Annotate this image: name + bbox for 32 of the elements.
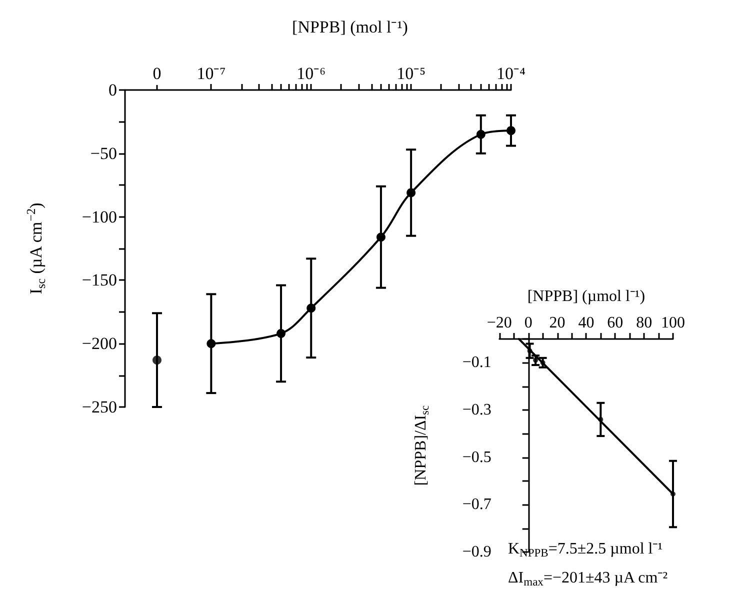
x-tick-label: 10⁻⁴ [496, 64, 526, 83]
x-tick-label: 0 [152, 64, 162, 83]
y-axis-title: [NPPB]/ΔIsc [412, 405, 432, 486]
y-tick-label: −0.5 [462, 448, 492, 466]
x-tick-label: 10⁻⁶ [296, 64, 326, 83]
x-tick-label: 20 [549, 314, 566, 332]
y-tick-label: −0.1 [462, 354, 492, 372]
x-tick-label: 0 [524, 314, 532, 332]
x-tick-label: −20 [486, 314, 512, 332]
point [598, 416, 604, 422]
x-tick-label: 100 [661, 314, 685, 332]
y-axis-title: Isc (µA cm−2) [24, 202, 48, 294]
y-tick-label: −100 [82, 207, 117, 226]
y-tick-label: −0.3 [462, 402, 492, 418]
x-tick-label: 10⁻⁵ [396, 64, 426, 83]
point [533, 358, 538, 363]
x-tick-label: 80 [636, 314, 652, 332]
point [670, 492, 676, 497]
y-tick-label: −250 [82, 398, 117, 416]
x-axis-title: [NPPB] (mol l⁻¹) [292, 17, 408, 36]
point [540, 360, 546, 366]
y-tick-label: −0.9 [462, 544, 492, 560]
x-tick-label: 60 [607, 314, 624, 332]
x-tick-label: 10⁻⁷ [196, 64, 226, 83]
y-tick-label: −200 [82, 334, 117, 354]
x-axis-title: [NPPB] (µmol l⁻¹) [527, 288, 646, 306]
y-tick-label: −0.7 [462, 496, 492, 514]
y-tick-label: −50 [90, 144, 117, 163]
y-tick-label: 0 [108, 80, 117, 100]
y-tick-label: −150 [82, 270, 117, 290]
point [527, 348, 532, 354]
x-tick-label: 40 [578, 314, 594, 332]
